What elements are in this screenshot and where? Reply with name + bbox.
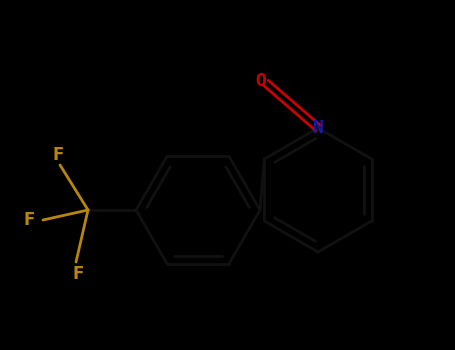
Text: F: F	[72, 265, 84, 283]
Text: N: N	[313, 119, 324, 137]
Text: F: F	[52, 146, 64, 164]
Text: F: F	[23, 211, 35, 229]
Text: O: O	[256, 72, 267, 90]
